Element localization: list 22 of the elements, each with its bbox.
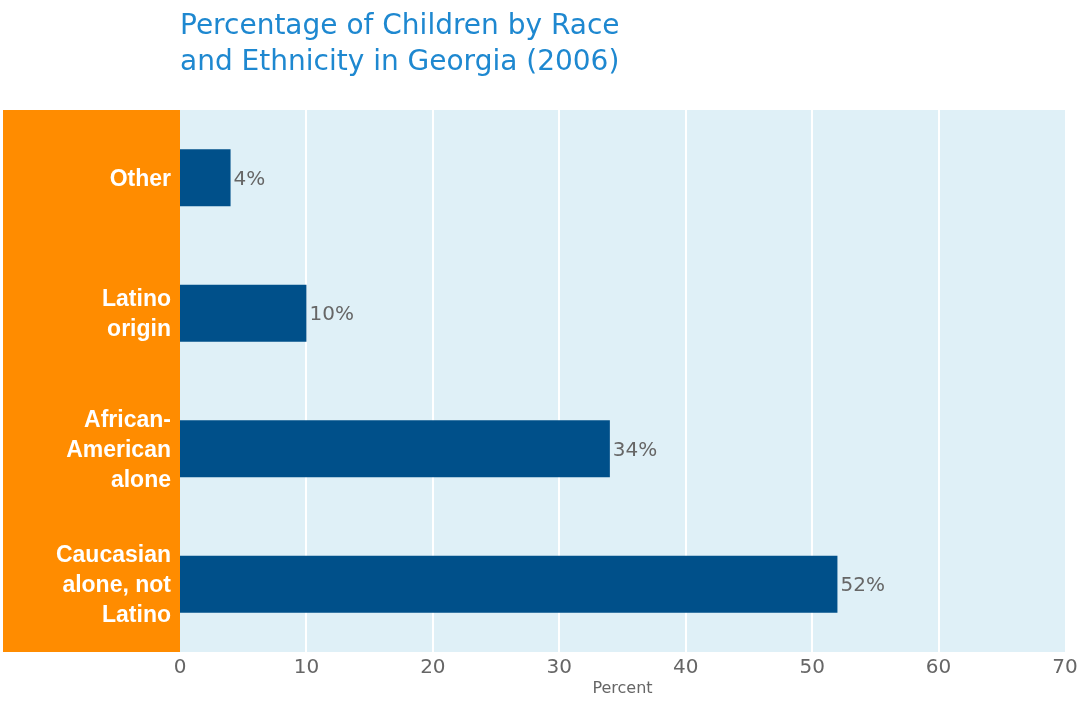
chart-title: Percentage of Children by Race and Ethnicity in Georgia (2006) [180, 7, 620, 78]
x-tick-label: 30 [546, 654, 573, 678]
x-tick-label: 60 [925, 654, 952, 678]
x-axis-title: Percent [592, 677, 653, 697]
x-tick-label: 0 [173, 654, 187, 678]
x-tick-label: 70 [1052, 654, 1078, 678]
bar [180, 555, 838, 613]
y-tick-label: Other [109, 164, 172, 191]
x-tick-label: 10 [293, 654, 320, 678]
data-label: 4% [233, 165, 266, 190]
data-label: 10% [309, 301, 354, 326]
y-tick-label: Caucasian alone, not Latino [55, 541, 172, 628]
x-tick-label: 20 [420, 654, 446, 678]
data-label: 52% [840, 572, 885, 597]
x-tick-label: 50 [799, 654, 825, 678]
bar [180, 420, 610, 478]
data-label: 34% [612, 436, 658, 461]
bar [180, 284, 307, 342]
bar [180, 149, 231, 207]
y-tick-label: Latino origin [102, 285, 171, 342]
y-tick-label: African-American alone [66, 405, 171, 492]
x-tick-label: 40 [672, 654, 699, 678]
